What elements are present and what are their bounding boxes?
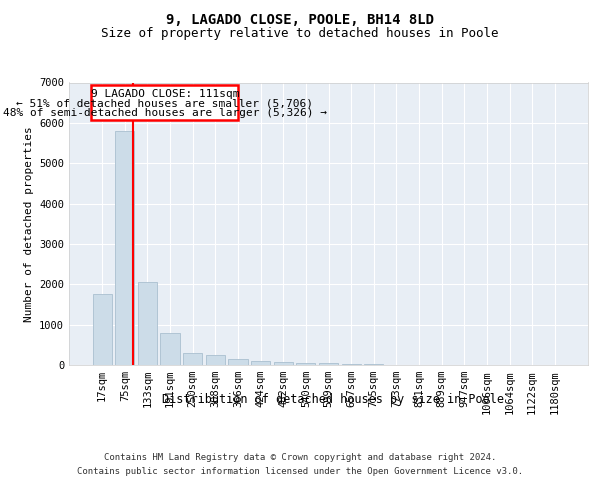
Bar	[274, 362, 293, 365]
Bar	[183, 354, 202, 365]
Text: ← 51% of detached houses are smaller (5,706): ← 51% of detached houses are smaller (5,…	[16, 98, 313, 108]
Bar	[229, 358, 248, 365]
Bar	[319, 364, 338, 365]
Text: Contains HM Land Registry data © Crown copyright and database right 2024.: Contains HM Land Registry data © Crown c…	[104, 452, 496, 462]
Bar	[160, 332, 180, 365]
Bar	[341, 364, 361, 365]
Text: Distribution of detached houses by size in Poole: Distribution of detached houses by size …	[162, 392, 504, 406]
Bar	[92, 294, 112, 365]
Text: Size of property relative to detached houses in Poole: Size of property relative to detached ho…	[101, 28, 499, 40]
Bar	[364, 364, 383, 365]
Bar	[296, 363, 316, 365]
Bar	[115, 131, 134, 365]
Bar	[251, 360, 270, 365]
Text: 48% of semi-detached houses are larger (5,326) →: 48% of semi-detached houses are larger (…	[3, 108, 327, 118]
Bar	[138, 282, 157, 365]
FancyBboxPatch shape	[91, 85, 238, 120]
Text: Contains public sector information licensed under the Open Government Licence v3: Contains public sector information licen…	[77, 468, 523, 476]
Text: 9, LAGADO CLOSE, POOLE, BH14 8LD: 9, LAGADO CLOSE, POOLE, BH14 8LD	[166, 12, 434, 26]
Text: 9 LAGADO CLOSE: 111sqm: 9 LAGADO CLOSE: 111sqm	[91, 89, 239, 99]
Bar	[206, 355, 225, 365]
Y-axis label: Number of detached properties: Number of detached properties	[23, 126, 34, 322]
